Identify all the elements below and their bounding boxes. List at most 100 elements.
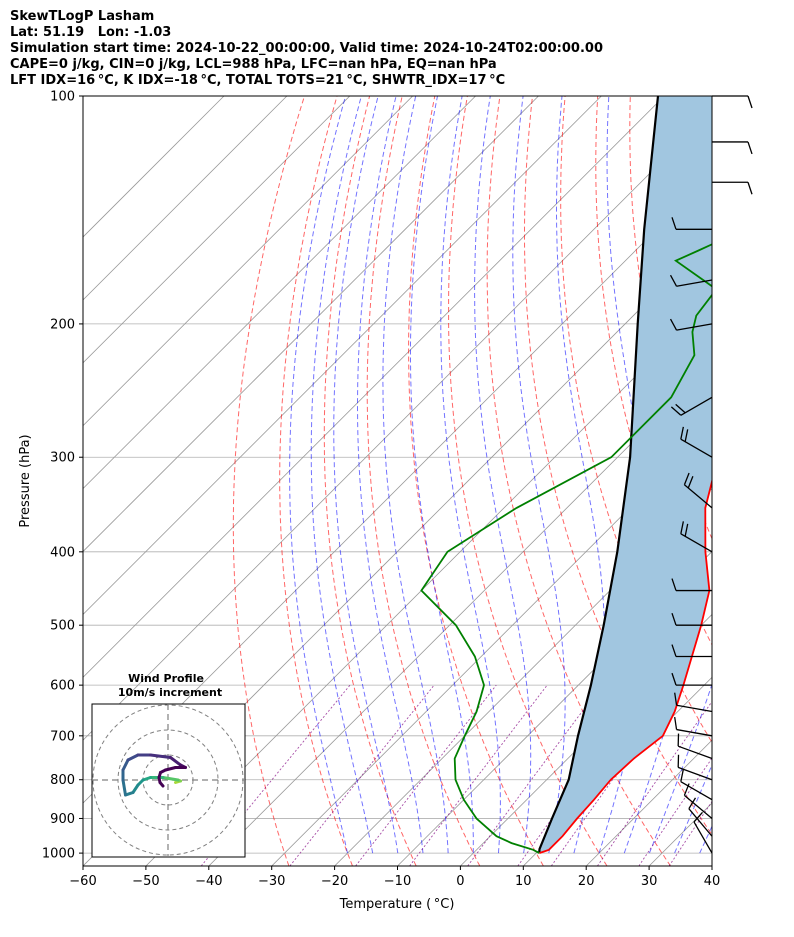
y-tick-label: 900 bbox=[50, 812, 75, 827]
wind-barb-flag bbox=[680, 769, 684, 782]
time-line: Simulation start time: 2024-10-22_00:00:… bbox=[10, 41, 603, 56]
moist-adiabat-line bbox=[357, 96, 424, 854]
wind-barb-flag bbox=[670, 406, 682, 416]
wind-barb-staff bbox=[693, 821, 713, 854]
wind-barb bbox=[674, 692, 713, 713]
wind-barb-flag bbox=[675, 403, 686, 414]
hodograph-segment bbox=[169, 756, 182, 767]
isotherm-line bbox=[83, 96, 602, 615]
wind-barb-flag bbox=[683, 472, 690, 486]
y-tick-label: 700 bbox=[50, 729, 75, 744]
wind-barb-staff bbox=[676, 323, 713, 331]
moist-adiabat-line bbox=[440, 96, 501, 854]
hodograph-segment bbox=[121, 778, 127, 797]
y-tick-label: 500 bbox=[50, 619, 75, 634]
dry-adiabat-line bbox=[728, 96, 794, 866]
chart-title: SkewTLogP Lasham bbox=[10, 9, 155, 24]
y-tick-label: 400 bbox=[50, 545, 75, 560]
wind-barb-flag bbox=[747, 141, 753, 155]
x-axis-label: Temperature ( °C) bbox=[339, 897, 455, 912]
wind-barb-flag bbox=[671, 578, 677, 591]
wind-barb bbox=[680, 769, 713, 801]
wind-barb bbox=[677, 754, 713, 781]
wind-barb bbox=[671, 644, 712, 658]
wind-barb-staff bbox=[677, 745, 713, 760]
wind-barb bbox=[674, 716, 713, 737]
chart-title-block: SkewTLogP Lasham Lat: 51.19 Lon: -1.03 S… bbox=[10, 9, 603, 89]
isotherm-line bbox=[83, 96, 351, 364]
wind-barb-staff bbox=[676, 728, 713, 737]
wind-barb-flag bbox=[747, 182, 753, 195]
mixing-ratio-line bbox=[409, 684, 548, 866]
moist-adiabat-line bbox=[333, 96, 399, 854]
wind-barb-flag bbox=[674, 716, 678, 730]
isotherm-line bbox=[83, 110, 712, 741]
mixing-ratio-line bbox=[467, 684, 603, 866]
hodograph-plot bbox=[92, 704, 245, 857]
location-line: Lat: 51.19 Lon: -1.03 bbox=[10, 25, 172, 40]
profile-layer bbox=[420, 96, 712, 854]
wind-barb bbox=[670, 396, 713, 416]
wind-barb bbox=[712, 181, 753, 195]
wind-barb-staff bbox=[677, 766, 713, 781]
wind-barb-flag bbox=[671, 612, 677, 626]
x-tick-label: 40 bbox=[704, 874, 721, 889]
wind-barb-staff bbox=[676, 279, 713, 287]
moist-adiabat-line bbox=[648, 682, 712, 854]
y-tick-label: 200 bbox=[50, 317, 75, 332]
wind-barb-flag bbox=[688, 797, 697, 810]
hodograph-subtitle: 10m/s increment bbox=[118, 686, 222, 699]
wind-barb-flag bbox=[680, 521, 684, 534]
indices-line-2: LFT IDX=16 °C, K IDX=-18 °C, TOTAL TOTS=… bbox=[10, 73, 506, 88]
parcel-profile-line bbox=[538, 96, 660, 854]
y-tick-label: 600 bbox=[50, 679, 75, 694]
axes-layer: −60 −50 −40 −30 −20 −10 0 10 20 30 40 1000 900 800 700… bbox=[42, 90, 720, 890]
isotherm-line bbox=[397, 550, 712, 866]
x-tick-label: −20 bbox=[321, 874, 348, 889]
mixing-ratio-line bbox=[597, 700, 712, 866]
dewpoint-profile-line bbox=[420, 243, 712, 854]
wind-barbs bbox=[669, 95, 753, 854]
isotherm-line bbox=[83, 96, 476, 490]
wind-barb-flag bbox=[671, 217, 677, 230]
y-tick-label: 300 bbox=[50, 451, 75, 466]
moist-adiabat-line bbox=[474, 96, 532, 854]
wind-barb-flag bbox=[747, 95, 753, 109]
isotherm-line bbox=[711, 865, 712, 866]
dry-adiabat-line bbox=[448, 96, 608, 866]
wind-barb-flag bbox=[693, 812, 703, 823]
x-tick-label: 20 bbox=[578, 874, 595, 889]
hodograph-segment bbox=[131, 783, 140, 794]
wind-barb-staff bbox=[676, 704, 713, 713]
x-tick-label: −50 bbox=[132, 874, 159, 889]
wind-barb bbox=[683, 783, 713, 819]
hodograph-segment bbox=[126, 753, 140, 762]
dry-adiabat-line bbox=[232, 96, 305, 866]
dry-adiabat-line bbox=[366, 96, 481, 866]
x-tick-label: −30 bbox=[258, 874, 285, 889]
moist-adiabat-line bbox=[512, 96, 566, 854]
dry-adiabat-line bbox=[323, 96, 417, 866]
wind-barb bbox=[671, 578, 712, 592]
isotherm-line bbox=[334, 488, 712, 866]
x-tick-label: 10 bbox=[515, 874, 532, 889]
dry-adiabat-line bbox=[279, 96, 353, 866]
wind-barb bbox=[712, 95, 753, 109]
isotherm-line bbox=[83, 96, 539, 553]
mixing-ratio-line bbox=[550, 684, 681, 866]
moist-adiabat-line bbox=[310, 96, 374, 854]
dry-adiabat-line bbox=[761, 96, 794, 866]
isotherm-line bbox=[83, 96, 225, 238]
hodograph-segment bbox=[158, 781, 165, 788]
wind-barb bbox=[677, 733, 713, 760]
hodograph-inset: Wind Profile 10m/s increment bbox=[91, 672, 246, 858]
wind-barb bbox=[669, 274, 713, 287]
wind-barb bbox=[680, 521, 713, 553]
wind-barb bbox=[671, 217, 712, 230]
wind-barb-staff bbox=[680, 438, 713, 458]
indices-line-1: CAPE=0 j/kg, CIN=0 j/kg, LCL=988 hPa, LF… bbox=[10, 57, 497, 72]
wind-barb-flag bbox=[680, 426, 684, 440]
dry-adiabat-line bbox=[524, 96, 712, 836]
x-tick-label: −60 bbox=[69, 874, 96, 889]
